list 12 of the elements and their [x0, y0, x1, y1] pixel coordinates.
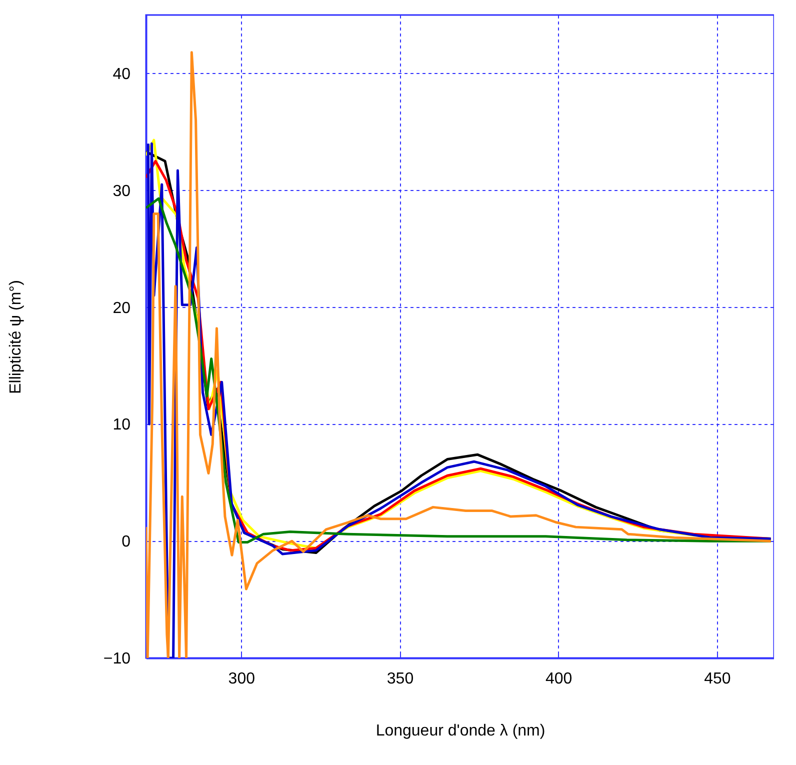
y-tick-label: 20 — [112, 300, 131, 317]
y-tick-label: −10 — [103, 650, 131, 668]
y-tick-label: 40 — [112, 66, 131, 83]
y-tick-label: 10 — [112, 416, 131, 434]
x-tick-label: 350 — [386, 670, 414, 688]
y-axis-title: Ellipticité ψ (m°) — [7, 280, 24, 394]
y-tick-label: 30 — [112, 182, 131, 200]
x-tick-label: 450 — [704, 670, 731, 688]
y-tick-label: 0 — [122, 534, 131, 551]
x-tick-label: 300 — [228, 670, 256, 688]
x-tick-label: 400 — [545, 670, 572, 688]
x-axis-title: Longueur d'onde λ (nm) — [376, 722, 546, 740]
